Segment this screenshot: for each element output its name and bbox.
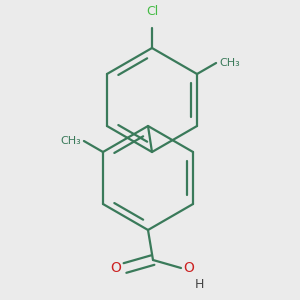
Text: Cl: Cl: [146, 5, 158, 18]
Text: O: O: [110, 261, 121, 275]
Text: O: O: [183, 261, 194, 275]
Text: H: H: [195, 278, 204, 291]
Text: CH₃: CH₃: [219, 58, 240, 68]
Text: CH₃: CH₃: [60, 136, 81, 146]
